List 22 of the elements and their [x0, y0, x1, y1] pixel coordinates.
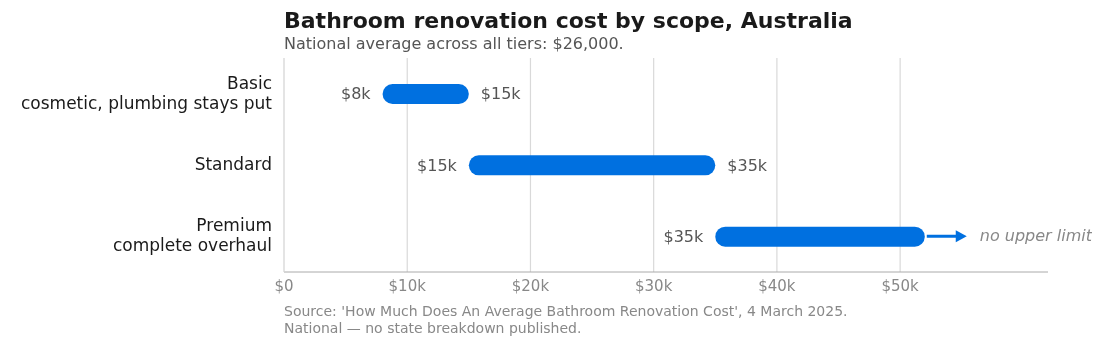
x-tick-label: $10k — [388, 276, 427, 295]
y-tick-label: Standard — [194, 154, 272, 174]
annotation: no upper limit — [979, 225, 1093, 245]
annotation: $8k — [340, 84, 372, 104]
annotation: $35k — [727, 155, 768, 175]
x-tick-label: $20k — [511, 276, 550, 295]
bar — [715, 226, 925, 247]
chart-subtitle: National average across all tiers: $26,000. — [284, 34, 624, 53]
x-tick-label: $30k — [635, 276, 673, 295]
chart-title: Bathroom renovation cost by scope, Australia — [284, 8, 853, 33]
x-tick-label: $0 — [274, 276, 294, 295]
y-tick-label: Premium complete overhaul — [112, 215, 272, 256]
source-note: Source: 'How Much Does An Average Bathroom Renovation Cost', 4 March 2025. — [284, 303, 848, 320]
bar — [382, 84, 469, 104]
annotation: $35k — [663, 227, 705, 247]
annotation: $15k — [480, 84, 522, 104]
bar — [468, 155, 716, 176]
y-tick-label: Basic cosmetic, plumbing stays put — [21, 72, 273, 113]
annotation: $15k — [417, 155, 458, 175]
x-tick-label: $40k — [758, 276, 796, 295]
x-tick-label: $50k — [881, 276, 920, 295]
text: National — no state breakdown published. — [284, 320, 583, 337]
